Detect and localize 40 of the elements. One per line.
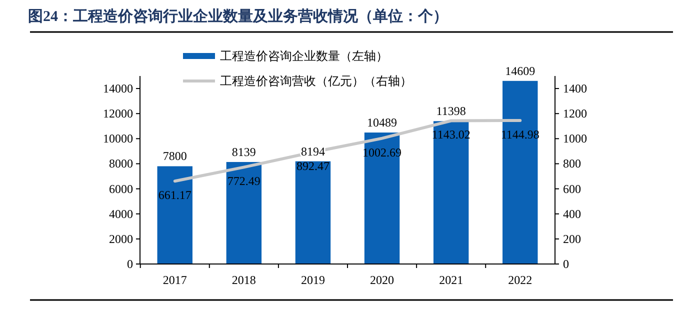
- legend-label: 工程造价咨询企业数量（左轴）: [220, 49, 388, 63]
- x-tick-label: 2018: [232, 273, 256, 287]
- y2-tick-label: 600: [563, 182, 581, 196]
- y-tick-label: 10000: [103, 132, 133, 146]
- y-tick-label: 6000: [109, 182, 133, 196]
- y2-tick-label: 200: [563, 232, 581, 246]
- y-tick-label: 14000: [103, 82, 133, 96]
- data-label: 772.49: [227, 174, 260, 188]
- bar: [295, 161, 331, 264]
- legend-label: 工程造价咨询营收（亿元）（右轴）: [220, 74, 412, 88]
- y-tick-label: 8000: [109, 156, 133, 171]
- x-tick-label: 2019: [300, 273, 325, 287]
- bar: [226, 162, 262, 264]
- bar: [157, 166, 192, 264]
- data-label: 661.17: [158, 188, 192, 202]
- y2-tick-label: 800: [563, 156, 581, 171]
- bar: [364, 132, 400, 264]
- y2-tick-label: 400: [563, 206, 581, 221]
- data-label: 892.47: [296, 159, 330, 174]
- y-tick-label: 12000: [103, 106, 133, 121]
- y-tick-label: 4000: [109, 206, 133, 221]
- x-tick-label: 2022: [508, 273, 532, 287]
- x-tick-label: 2020: [370, 273, 394, 287]
- data-label: 14609: [505, 64, 536, 78]
- bar: [433, 121, 469, 264]
- data-label: 8139: [232, 144, 256, 159]
- y2-tick-label: 1400: [563, 82, 587, 96]
- x-tick-label: 2017: [162, 273, 187, 287]
- data-label: 10489: [367, 116, 398, 130]
- y2-tick-label: 0: [563, 257, 569, 271]
- y-tick-label: 0: [127, 257, 133, 271]
- data-label: 7800: [162, 149, 187, 164]
- y-tick-label: 2000: [109, 232, 133, 246]
- x-tick-label: 2021: [439, 273, 464, 287]
- data-label: 11398: [436, 104, 466, 118]
- chart-title: 图24：工程造价咨询行业企业数量及业务营收情况（单位：个）: [28, 8, 448, 25]
- y2-tick-label: 1000: [563, 132, 587, 146]
- data-label: 8194: [300, 144, 325, 158]
- bar: [502, 80, 538, 264]
- y2-tick-label: 1200: [563, 106, 587, 121]
